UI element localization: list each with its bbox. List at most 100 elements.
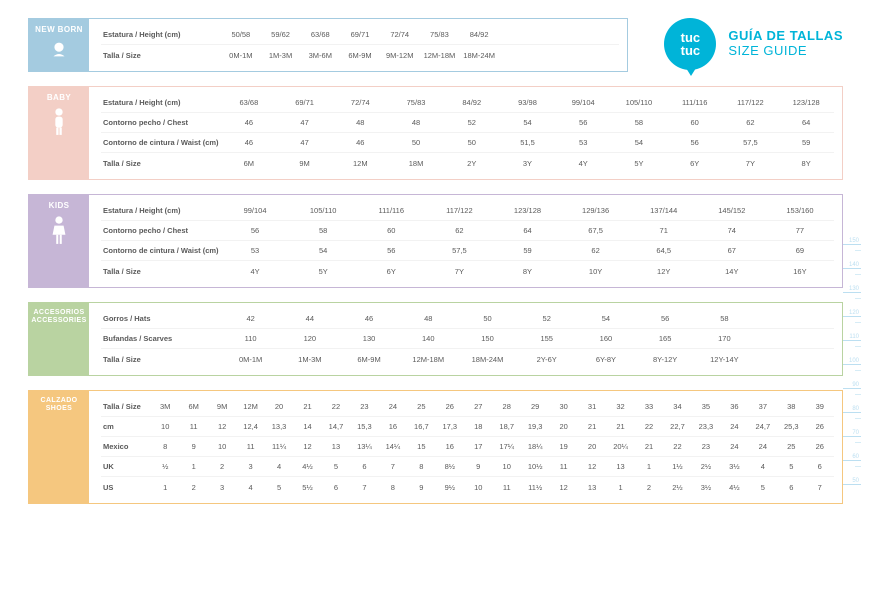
cell: 10Y	[562, 267, 630, 276]
title-es: GUÍA DE TALLAS	[728, 29, 843, 44]
cell: 11¼	[265, 442, 293, 451]
cell: 4	[749, 462, 777, 471]
cell: 63/68	[221, 98, 277, 107]
cell: 13	[322, 442, 350, 451]
cell: 4½	[293, 462, 321, 471]
cell: 6	[806, 462, 834, 471]
cell: 18M-24M	[459, 51, 499, 60]
cell: 170	[695, 334, 754, 343]
cell: 2Y-6Y	[517, 355, 576, 364]
cell: 12	[549, 483, 577, 492]
cell: 36	[720, 402, 748, 411]
cell: 47	[277, 118, 333, 127]
cell: 18M	[388, 159, 444, 168]
cell: 18¼	[521, 442, 549, 451]
cell: 59	[778, 138, 834, 147]
cell: 165	[636, 334, 695, 343]
table-kids: Estatura / Height (cm)99/104105/110111/1…	[89, 195, 842, 287]
cell: 1M-3M	[280, 355, 339, 364]
cell: 153/160	[766, 206, 834, 215]
cell: 57,5	[723, 138, 779, 147]
table-row: Bufandas / Scarves1101201301401501551601…	[101, 329, 834, 349]
cell: 56	[357, 246, 425, 255]
cell: 46	[332, 138, 388, 147]
page-title: GUÍA DE TALLAS SIZE GUIDE	[728, 29, 843, 59]
cell: 72/74	[332, 98, 388, 107]
cell: 0M-1M	[221, 51, 261, 60]
cell: 26	[436, 402, 464, 411]
cell: 11	[179, 422, 207, 431]
cell: 6Y	[357, 267, 425, 276]
cell: 24,7	[749, 422, 777, 431]
cell: 12Y-14Y	[695, 355, 754, 364]
cell: 54	[611, 138, 667, 147]
section-title-es: ACCESORIOS	[33, 309, 84, 317]
row-header: Contorno de cintura / Waist (cm)	[101, 138, 221, 147]
cell: 7	[379, 462, 407, 471]
row-header: US	[101, 483, 151, 492]
cell: 12M-18M	[399, 355, 458, 364]
cell: 39	[806, 402, 834, 411]
cell: 137/144	[630, 206, 698, 215]
cell: 111/116	[357, 206, 425, 215]
table-newborn: Estatura / Height (cm)50/5859/6263/6869/…	[89, 19, 627, 71]
cell: 117/122	[723, 98, 779, 107]
row-header: Bufandas / Scarves	[101, 334, 221, 343]
cell: 21	[635, 442, 663, 451]
cell: 46	[221, 138, 277, 147]
cell: 6	[777, 483, 805, 492]
cell: 31	[578, 402, 606, 411]
cell: 6M-9M	[339, 355, 398, 364]
table-row: Gorros / Hats424446485052545658	[101, 309, 834, 329]
cell: 69/71	[340, 30, 380, 39]
ruler-tick: 100	[843, 358, 861, 365]
cell: 3M-6M	[300, 51, 340, 60]
cell: 56	[221, 226, 289, 235]
cell: 28	[493, 402, 521, 411]
cell: 21	[293, 402, 321, 411]
row-header: Estatura / Height (cm)	[101, 30, 221, 39]
cell: 7	[350, 483, 378, 492]
cell: 1	[606, 483, 634, 492]
cell: 8½	[436, 462, 464, 471]
cell: 20¼	[606, 442, 634, 451]
height-ruler: 1501401301201101009080706050	[843, 238, 861, 478]
cell: 9M	[208, 402, 236, 411]
ruler-tick: 120	[843, 310, 861, 317]
cell: 46	[221, 118, 277, 127]
cell: 53	[555, 138, 611, 147]
cell: 110	[221, 334, 280, 343]
brand-logo: tuc tuc	[664, 18, 716, 70]
cell: 58	[289, 226, 357, 235]
cell: 69	[766, 246, 834, 255]
row-header: Mexico	[101, 442, 151, 451]
cell: 6	[350, 462, 378, 471]
cell: 18	[464, 422, 492, 431]
row-header: Estatura / Height (cm)	[101, 98, 221, 107]
cell: 8Y-12Y	[636, 355, 695, 364]
cell: 44	[280, 314, 339, 323]
cell: 18M-24M	[458, 355, 517, 364]
cell: 12M	[236, 402, 264, 411]
cell: 2	[179, 483, 207, 492]
cell: 9	[407, 483, 435, 492]
cell: 50/58	[221, 30, 261, 39]
cell: 34	[663, 402, 691, 411]
ruler-tick: 80	[843, 406, 861, 413]
cell: 9M-12M	[380, 51, 420, 60]
cell: 5½	[293, 483, 321, 492]
section-title-en: ACCESSORIES	[31, 317, 86, 325]
cell: 72/74	[380, 30, 420, 39]
table-row: Talla / Size0M-1M1M-3M3M-6M6M-9M9M-12M12…	[101, 45, 619, 65]
cell: 0M-1M	[221, 355, 280, 364]
cell: 10	[151, 422, 179, 431]
cell: 3½	[720, 462, 748, 471]
cell: 4Y	[555, 159, 611, 168]
ruler-tick: 110	[843, 334, 861, 341]
cell: 1	[151, 483, 179, 492]
cell: 26	[806, 442, 834, 451]
cell: 6M	[221, 159, 277, 168]
table-row: Talla / Size0M-1M1M-3M6M-9M12M-18M18M-24…	[101, 349, 834, 369]
cell: 21	[578, 422, 606, 431]
cell: 24	[720, 422, 748, 431]
